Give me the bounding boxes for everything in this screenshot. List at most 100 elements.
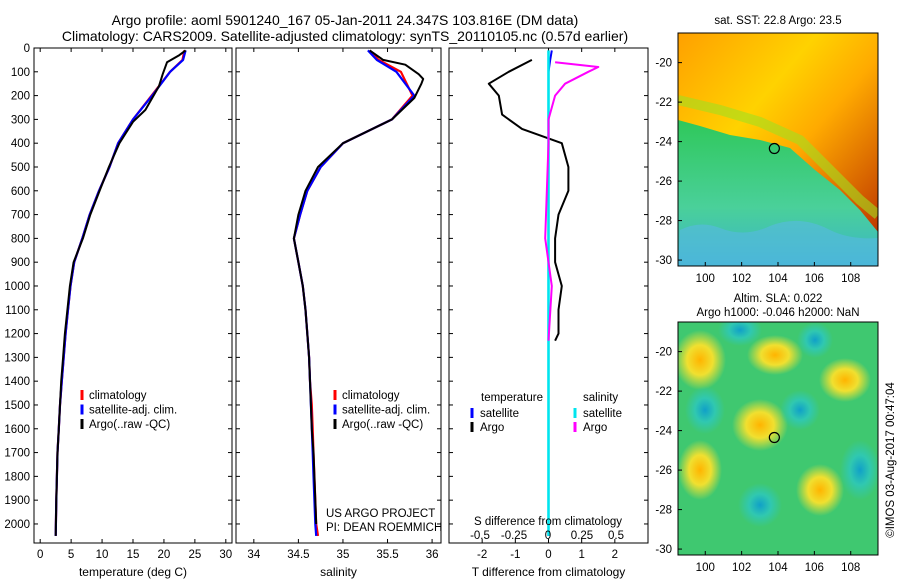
sla-high-blob xyxy=(796,464,844,516)
y-tick-label: 300 xyxy=(11,114,30,126)
y-tick-label: 800 xyxy=(11,233,30,245)
map-x-tick-label: 106 xyxy=(805,562,824,574)
x-tick-label: 34.5 xyxy=(287,549,309,561)
y-tick-label: 0 xyxy=(24,43,30,55)
sla-title-line-2: Argo h1000: -0.046 h2000: NaN xyxy=(696,307,859,319)
series-climatology-line xyxy=(54,50,186,536)
sla-low-blob xyxy=(797,322,833,358)
sst-cold-patch xyxy=(678,220,878,266)
y-tick-label: 1700 xyxy=(4,448,30,460)
series-temperature-argo-line xyxy=(487,59,570,342)
imos-stamp: ©IMOS 03-Aug-2017 00:47:04 xyxy=(885,382,897,538)
map-y-tick-label: -30 xyxy=(655,544,672,556)
x-tick-label: 10 xyxy=(96,549,109,561)
y-tick-label: 2000 xyxy=(4,519,30,531)
legend-header: temperature xyxy=(481,392,543,404)
legend-label: satellite xyxy=(480,408,519,420)
legend-label: Argo(..raw -QC) xyxy=(342,419,423,431)
map-y-tick-label: -26 xyxy=(655,176,672,188)
x-tick-label: 25 xyxy=(188,549,201,561)
map-x-tick-label: 100 xyxy=(696,562,715,574)
x-tick-label: 35.5 xyxy=(376,549,398,561)
project-annotation: US ARGO PROJECT xyxy=(326,508,435,520)
map-x-tick-label: 100 xyxy=(696,273,715,285)
series-climatology-line xyxy=(292,49,414,537)
sla-high-blob xyxy=(732,399,788,451)
sst-front xyxy=(678,95,878,219)
y-tick-label: 1800 xyxy=(4,471,30,483)
pi-annotation: PI: DEAN ROEMMICH xyxy=(326,522,442,534)
y-tick-label: 900 xyxy=(11,257,30,269)
top-tick-label: 0 xyxy=(545,530,551,542)
sla-low-blob xyxy=(718,322,762,346)
argo-float-marker xyxy=(768,431,780,444)
sla-high-blob xyxy=(747,335,803,375)
series-satellite-adj-clim--line xyxy=(292,49,416,536)
sst-map-axes: 100 102 104 106 108 -20 -22 -24 -26 -28 -30 xyxy=(655,58,860,285)
map-y-tick-label: -24 xyxy=(655,426,672,438)
y-tick-label: 1500 xyxy=(4,400,30,412)
legend-label: Argo xyxy=(480,422,504,434)
legend-label: Argo xyxy=(583,422,607,434)
sla-high-blob xyxy=(678,330,726,390)
salinity-panel: 34 34.5 35 35.5 36 salinity climatology satelli… xyxy=(235,47,442,579)
series-salinity-argo-line xyxy=(544,61,600,341)
x-tick-label: 20 xyxy=(158,549,171,561)
series-lines xyxy=(487,50,600,536)
map-x-tick-label: 108 xyxy=(841,273,860,285)
sla-title-line-1: Altim. SLA: 0.022 xyxy=(734,293,823,305)
title-line-1: Argo profile: aoml 5901240_167 05-Jan-20… xyxy=(112,12,579,28)
x-tick-label: 15 xyxy=(127,549,140,561)
x-tick-label: 35 xyxy=(337,549,350,561)
x-axis-label: temperature (deg C) xyxy=(79,565,187,579)
title-line-2: Climatology: CARS2009. Satellite-adjuste… xyxy=(62,28,628,44)
map-y-tick-label: -20 xyxy=(655,58,672,70)
legend-label: satellite xyxy=(583,408,622,420)
map-y-tick-label: -30 xyxy=(655,255,672,267)
sla-low-blob xyxy=(840,440,878,500)
y-tick-label: 1900 xyxy=(4,495,30,507)
map-y-tick-label: -24 xyxy=(655,137,672,149)
sla-low-blob xyxy=(738,483,782,527)
series-argo-raw-qc--line xyxy=(54,49,187,536)
y-tick-label: 1100 xyxy=(5,305,30,317)
map-y-tick-label: -26 xyxy=(655,465,672,477)
y-tick-label: 200 xyxy=(11,91,30,103)
series-satellite-adj-clim--line xyxy=(54,50,187,536)
legend-label: satellite-adj. clim. xyxy=(342,405,430,417)
x-tick-label: 0 xyxy=(545,549,551,561)
top-tick-label: 0.25 xyxy=(571,530,593,542)
plot-frame xyxy=(235,47,442,544)
temperature-panel: 0100200300400500600700800900100011001200… xyxy=(4,43,233,579)
sla-map-axes: 100 102 104 106 108 -20 -22 -24 -26 -28 -30 xyxy=(655,347,860,574)
sla-low-blob xyxy=(685,386,725,434)
x-tick-label: 30 xyxy=(219,549,232,561)
series-argo-raw-qc--line xyxy=(292,49,425,525)
y-tick-label: 500 xyxy=(11,162,30,174)
sla-map: Altim. SLA: 0.022 Argo h1000: -0.046 h20… xyxy=(655,293,879,574)
map-x-tick-label: 104 xyxy=(768,273,788,285)
top-axis-label: S difference from climatology xyxy=(474,516,622,528)
x-tick-label: 5 xyxy=(68,549,74,561)
y-tick-label: 1000 xyxy=(4,281,30,293)
map-x-tick-label: 102 xyxy=(732,562,751,574)
x-tick-label: 36 xyxy=(426,549,439,561)
legend-label: climatology xyxy=(342,390,400,402)
x-tick-label: 2 xyxy=(612,549,618,561)
legend-header: salinity xyxy=(583,392,618,404)
map-x-tick-label: 104 xyxy=(768,562,788,574)
x-tick-label: 34 xyxy=(247,549,260,561)
y-tick-label: 700 xyxy=(11,210,30,222)
difference-panel: -2 -1 0 1 2 T difference from climatology temp… xyxy=(448,47,649,579)
sla-high-blob xyxy=(678,440,722,500)
series-lines xyxy=(292,49,425,537)
map-x-tick-label: 108 xyxy=(841,562,860,574)
legend-label: satellite-adj. clim. xyxy=(89,405,177,417)
map-y-tick-label: -20 xyxy=(655,347,672,359)
y-tick-label: 600 xyxy=(11,186,30,198)
legend-label: Argo(..raw -QC) xyxy=(89,419,170,431)
series-lines xyxy=(54,49,187,536)
legend-label: climatology xyxy=(89,390,147,402)
x-tick-label: -1 xyxy=(510,549,520,561)
